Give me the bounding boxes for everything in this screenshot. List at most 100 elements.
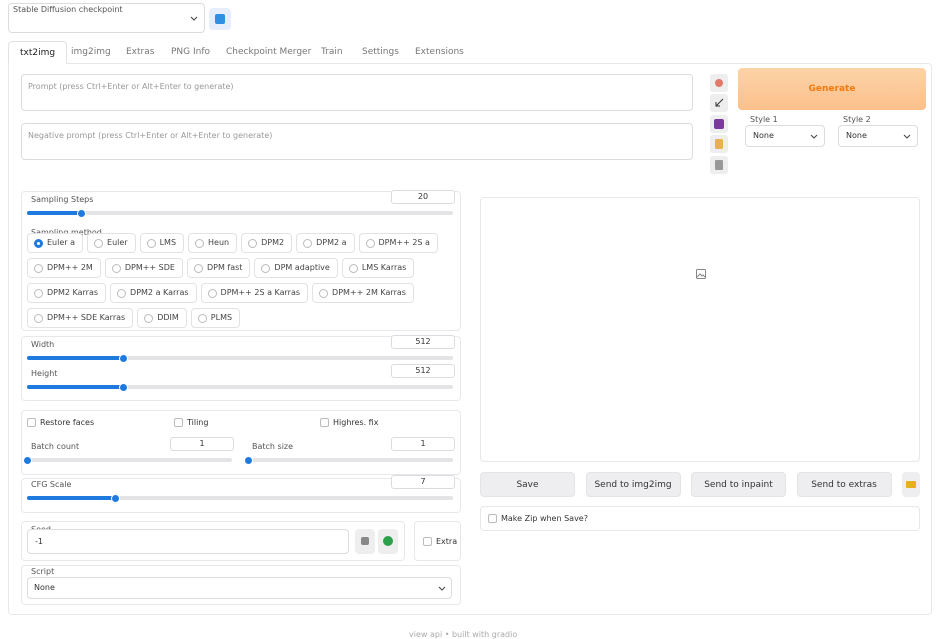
checkbox[interactable]: [320, 418, 329, 427]
radio-dot: [261, 264, 271, 273]
radio-option[interactable]: DPM++ 2S a Karras: [200, 283, 309, 303]
number-input[interactable]: 512: [391, 364, 455, 378]
radio-option[interactable]: DPM2: [241, 233, 293, 253]
negative-prompt-input[interactable]: [21, 123, 693, 160]
slider-track[interactable]: [27, 458, 232, 462]
random-seed-button[interactable]: [355, 529, 375, 554]
checkbox-label: Highres. fix: [333, 418, 379, 427]
radio-option[interactable]: LMS: [139, 233, 185, 253]
slider-label: Batch size: [252, 442, 294, 451]
icon: [906, 481, 916, 488]
zip-checkbox[interactable]: [488, 514, 497, 523]
radio-option[interactable]: LMS Karras: [341, 258, 415, 278]
tab[interactable]: Extras: [126, 47, 155, 57]
tab[interactable]: txt2img: [8, 41, 68, 64]
extra-panel: [414, 521, 461, 561]
tab[interactable]: Train: [321, 47, 343, 57]
chevron: [438, 586, 446, 591]
style-dropdown[interactable]: None: [745, 125, 825, 147]
extra-checkbox[interactable]: [423, 537, 432, 546]
radio-option[interactable]: DPM2 a Karras: [110, 283, 197, 303]
extra-label: Extra: [436, 537, 458, 546]
options-panel: [21, 410, 461, 475]
slider-thumb[interactable]: [110, 493, 120, 503]
style-label: Style 1: [750, 115, 778, 124]
prompt-placeholder: Prompt (press Ctrl+Enter or Alt+Enter to…: [28, 82, 234, 91]
tab[interactable]: Checkpoint Merger: [226, 47, 312, 57]
tab[interactable]: Extensions: [415, 47, 464, 57]
radio-option[interactable]: DPM++ SDE: [104, 258, 183, 278]
radio-option[interactable]: DPM++ 2M: [27, 258, 101, 278]
action-button[interactable]: Send to img2img: [585, 472, 681, 497]
slider-thumb[interactable]: [118, 382, 128, 392]
checkbox[interactable]: [27, 418, 36, 427]
radio-dot: [117, 289, 127, 298]
radio-option[interactable]: PLMS: [190, 308, 241, 328]
number-input[interactable]: 1: [391, 437, 455, 451]
action-button[interactable]: Send to inpaint: [691, 472, 786, 497]
tool-button[interactable]: [710, 115, 728, 133]
generate-button[interactable]: Generate: [738, 68, 926, 110]
radio-dot: [34, 264, 43, 273]
slider-fill: [27, 211, 82, 215]
tab[interactable]: PNG Info: [171, 47, 211, 57]
number-input[interactable]: 512: [391, 335, 455, 349]
radio-dot: [193, 264, 203, 273]
radio-option[interactable]: DPM2 Karras: [27, 283, 107, 303]
style-value: None: [846, 131, 867, 140]
radio-dot: [348, 264, 358, 273]
radio-option[interactable]: Heun: [188, 233, 238, 253]
radio-option[interactable]: DPM adaptive: [254, 258, 338, 278]
seed-input[interactable]: -1: [27, 529, 349, 554]
slider-thumb[interactable]: [76, 208, 86, 218]
slider-thumb[interactable]: [118, 353, 128, 363]
slider-track[interactable]: [27, 385, 453, 389]
radio-option[interactable]: DPM++ SDE Karras: [27, 308, 134, 328]
slider-fill: [27, 356, 124, 360]
tab[interactable]: img2img: [71, 47, 111, 57]
icon: [715, 160, 723, 170]
zip-label: Make Zip when Save?: [501, 514, 588, 523]
icon: [715, 139, 723, 149]
script-dropdown[interactable]: [27, 577, 452, 599]
tool-button[interactable]: [710, 94, 728, 112]
radio-option[interactable]: DPM++ 2S a: [358, 233, 438, 253]
style-dropdown[interactable]: None: [838, 125, 918, 147]
number-input[interactable]: 1: [170, 437, 234, 451]
slider-thumb[interactable]: [22, 455, 32, 465]
slider-track[interactable]: [27, 211, 453, 215]
radio-option[interactable]: Euler: [87, 233, 136, 253]
zip-panel: [480, 506, 920, 531]
action-button[interactable]: Send to extras: [796, 472, 892, 497]
slider-track[interactable]: [248, 458, 453, 462]
radio-dot: [94, 239, 104, 248]
checkbox-label: Tiling: [187, 418, 209, 427]
slider-label: Sampling Steps: [31, 195, 94, 204]
tool-button[interactable]: [710, 135, 728, 153]
number-input[interactable]: 20: [391, 190, 455, 204]
radio-option[interactable]: DPM2 a: [296, 233, 355, 253]
tool-button[interactable]: [710, 74, 728, 92]
radio-option[interactable]: DDIM: [137, 308, 187, 328]
style-value: None: [753, 131, 774, 140]
radio-option[interactable]: DPM++ 2M Karras: [312, 283, 414, 303]
radio-dot: [111, 264, 121, 273]
radio-dot: [303, 239, 313, 248]
radio-option[interactable]: DPM fast: [186, 258, 251, 278]
number-input[interactable]: 7: [391, 475, 455, 489]
prompt-input[interactable]: [21, 74, 693, 111]
script-label: Script: [31, 567, 55, 576]
slider-track[interactable]: [27, 496, 453, 500]
refresh-button[interactable]: [209, 8, 231, 30]
reuse-seed-button[interactable]: [378, 529, 398, 554]
checkpoint-dropdown[interactable]: [8, 3, 205, 33]
tab[interactable]: Settings: [362, 47, 399, 57]
radio-option[interactable]: Euler a: [27, 233, 84, 253]
slider-track[interactable]: [27, 356, 453, 360]
tool-button[interactable]: [710, 156, 728, 174]
open-folder-button[interactable]: [902, 472, 920, 497]
checkbox[interactable]: [174, 418, 183, 427]
slider-thumb[interactable]: [243, 455, 253, 465]
radio-dot: [146, 239, 156, 248]
action-button[interactable]: Save: [480, 472, 575, 497]
